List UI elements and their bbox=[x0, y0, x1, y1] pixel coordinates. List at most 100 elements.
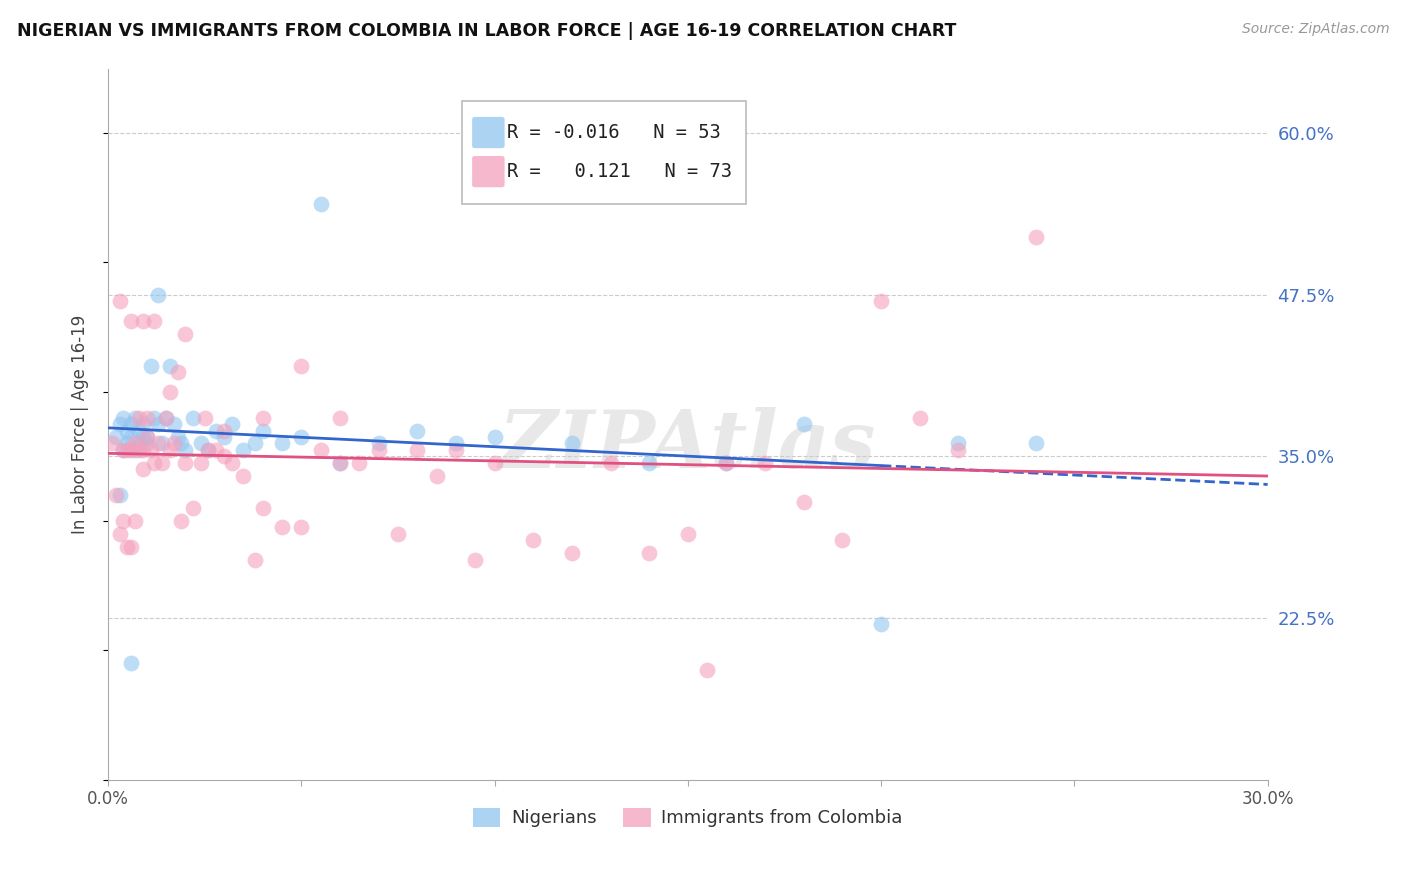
Point bbox=[148, 287, 170, 301]
Point bbox=[101, 436, 124, 450]
Point bbox=[638, 546, 661, 560]
Point bbox=[329, 456, 352, 470]
Legend: Nigerians, Immigrants from Colombia: Nigerians, Immigrants from Colombia bbox=[465, 801, 910, 835]
Point bbox=[599, 456, 621, 470]
Point bbox=[444, 436, 467, 450]
Point bbox=[309, 442, 332, 457]
Point bbox=[716, 456, 738, 470]
Point bbox=[194, 410, 217, 425]
Point bbox=[406, 424, 429, 438]
Point bbox=[132, 462, 155, 476]
Point bbox=[561, 546, 583, 560]
Point bbox=[163, 436, 186, 450]
Point bbox=[174, 456, 197, 470]
Point bbox=[221, 417, 243, 431]
Point bbox=[132, 442, 155, 457]
Point bbox=[132, 430, 155, 444]
Point bbox=[159, 442, 181, 457]
Point bbox=[108, 488, 131, 502]
Point bbox=[181, 410, 204, 425]
FancyBboxPatch shape bbox=[472, 117, 505, 148]
FancyBboxPatch shape bbox=[472, 156, 505, 187]
Point bbox=[367, 436, 389, 450]
Point bbox=[181, 501, 204, 516]
Point bbox=[1025, 229, 1047, 244]
Point bbox=[120, 657, 142, 671]
Point bbox=[132, 417, 155, 431]
Point bbox=[135, 430, 157, 444]
Point bbox=[676, 527, 699, 541]
Point bbox=[143, 313, 166, 327]
Point bbox=[170, 436, 193, 450]
Point bbox=[120, 442, 142, 457]
Point bbox=[221, 456, 243, 470]
Point bbox=[104, 488, 127, 502]
Point bbox=[108, 417, 131, 431]
Point bbox=[290, 359, 312, 373]
Point bbox=[252, 424, 274, 438]
Point bbox=[197, 442, 219, 457]
Point bbox=[561, 436, 583, 450]
Point bbox=[166, 430, 188, 444]
Point bbox=[309, 197, 332, 211]
Point bbox=[108, 527, 131, 541]
Point bbox=[117, 540, 139, 554]
Point bbox=[108, 294, 131, 309]
Point bbox=[120, 540, 142, 554]
Point bbox=[159, 384, 181, 399]
Point bbox=[464, 553, 486, 567]
Point bbox=[205, 424, 228, 438]
Text: ZIPAtlas: ZIPAtlas bbox=[499, 407, 876, 484]
Point bbox=[252, 410, 274, 425]
Point bbox=[638, 456, 661, 470]
Point bbox=[124, 442, 146, 457]
Point bbox=[128, 424, 150, 438]
Point bbox=[155, 410, 177, 425]
Point bbox=[117, 442, 139, 457]
Point bbox=[212, 424, 235, 438]
Point bbox=[148, 417, 170, 431]
Point bbox=[387, 527, 409, 541]
Point bbox=[159, 359, 181, 373]
Point bbox=[484, 456, 506, 470]
Point bbox=[522, 533, 544, 548]
Point bbox=[696, 663, 718, 677]
Point bbox=[120, 313, 142, 327]
Point bbox=[112, 442, 135, 457]
Point bbox=[793, 494, 815, 508]
Point bbox=[124, 514, 146, 528]
Point bbox=[139, 442, 162, 457]
FancyBboxPatch shape bbox=[461, 101, 745, 203]
Point bbox=[349, 456, 371, 470]
Point bbox=[754, 456, 776, 470]
Point bbox=[155, 410, 177, 425]
Point bbox=[124, 410, 146, 425]
Point bbox=[132, 313, 155, 327]
Point bbox=[135, 410, 157, 425]
Point bbox=[444, 442, 467, 457]
Point bbox=[212, 450, 235, 464]
Point bbox=[143, 410, 166, 425]
Point bbox=[329, 410, 352, 425]
Point bbox=[716, 456, 738, 470]
Point bbox=[139, 359, 162, 373]
Point bbox=[870, 294, 893, 309]
Point bbox=[271, 436, 294, 450]
Point bbox=[329, 456, 352, 470]
Point bbox=[120, 417, 142, 431]
Point bbox=[112, 410, 135, 425]
Point bbox=[112, 442, 135, 457]
Point bbox=[406, 442, 429, 457]
Text: NIGERIAN VS IMMIGRANTS FROM COLOMBIA IN LABOR FORCE | AGE 16-19 CORRELATION CHAR: NIGERIAN VS IMMIGRANTS FROM COLOMBIA IN … bbox=[17, 22, 956, 40]
Point bbox=[120, 430, 142, 444]
Point bbox=[290, 520, 312, 534]
Point bbox=[232, 468, 254, 483]
Point bbox=[205, 442, 228, 457]
Point bbox=[1025, 436, 1047, 450]
Point bbox=[104, 430, 127, 444]
Point bbox=[128, 442, 150, 457]
Point bbox=[174, 442, 197, 457]
Point bbox=[128, 436, 150, 450]
Point bbox=[948, 442, 970, 457]
Point bbox=[135, 430, 157, 444]
